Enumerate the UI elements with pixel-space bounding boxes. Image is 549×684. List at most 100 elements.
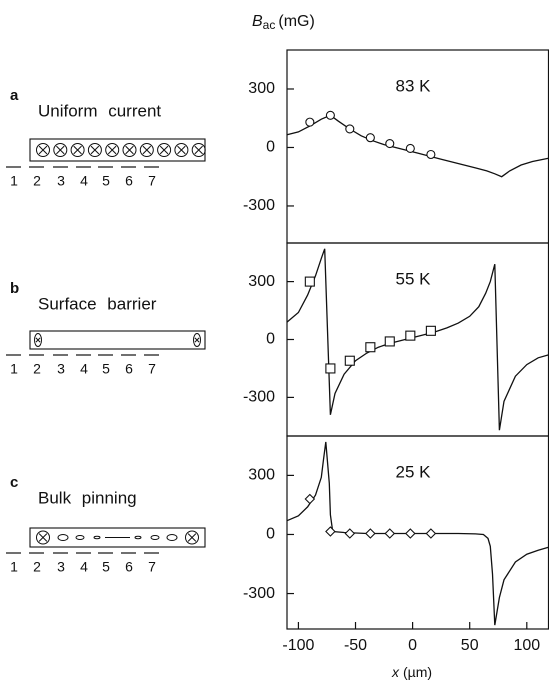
- curve: [286, 114, 549, 178]
- panel-title: Bulk pinning: [38, 488, 137, 507]
- position-number: 5: [102, 173, 110, 189]
- flux-symbol: [36, 530, 50, 545]
- position-number: 6: [125, 173, 133, 189]
- position-number: 7: [148, 361, 156, 377]
- position-number: 2: [33, 361, 41, 377]
- x-tick-label: 0: [408, 637, 417, 654]
- flux-cross: [73, 145, 82, 155]
- position-number: 6: [125, 361, 133, 377]
- marker: [325, 363, 336, 374]
- y-axis-label: Bac (mG): [252, 13, 315, 32]
- flux-symbol: [139, 143, 154, 157]
- temperature-label: 83 K: [396, 76, 432, 95]
- y-tick-label: 300: [248, 273, 275, 290]
- marker: [365, 528, 376, 539]
- y-tick-label: 300: [248, 467, 275, 484]
- flux-cross: [56, 145, 65, 155]
- x-tick-label: 50: [461, 637, 479, 654]
- flux-cross: [159, 145, 169, 155]
- y-tick-label: 0: [266, 526, 275, 543]
- marker: [426, 149, 436, 160]
- position-number: 3: [57, 173, 65, 189]
- position-number: 2: [33, 559, 41, 575]
- x-label-unit: (µm): [403, 664, 432, 680]
- flux-cross: [35, 337, 41, 343]
- panel-letter: c: [10, 474, 18, 491]
- position-number: 5: [102, 361, 110, 377]
- curve: [286, 441, 549, 626]
- sample-bar: [29, 527, 206, 548]
- flux-symbol: [34, 333, 42, 347]
- flux-cross: [142, 145, 152, 155]
- position-number: 6: [125, 559, 133, 575]
- flux-cross: [194, 337, 200, 343]
- flux-symbol: [75, 535, 85, 540]
- sample-bar: [29, 138, 206, 162]
- temperature-label: 25 K: [396, 462, 432, 481]
- flux-symbol: [87, 143, 102, 157]
- position-number: 3: [57, 361, 65, 377]
- position-number: 4: [80, 173, 88, 189]
- x-tick-label: -100: [282, 637, 314, 654]
- y-label-symbol: B: [252, 13, 263, 30]
- temperature-label: 55 K: [396, 269, 432, 288]
- y-tick-label: 300: [248, 80, 275, 97]
- flux-cross: [38, 145, 48, 155]
- marker: [345, 124, 355, 134]
- marker: [344, 528, 356, 539]
- marker: [385, 139, 395, 149]
- flux-symbol: [157, 143, 172, 157]
- flux-symbol: [174, 143, 189, 157]
- flux-cross: [107, 145, 117, 155]
- flux-symbol: [122, 143, 137, 157]
- marker: [425, 325, 436, 336]
- position-number: 1: [10, 559, 18, 575]
- marker: [384, 528, 396, 539]
- flux-symbol: [185, 530, 199, 545]
- y-tick-label: -300: [243, 585, 275, 602]
- y-tick-label: 0: [266, 331, 275, 348]
- flux-cross: [187, 533, 197, 542]
- marker: [365, 342, 376, 353]
- x-axis-label: x (µm): [391, 664, 432, 680]
- flux-symbol: [70, 143, 85, 157]
- flux-cross: [90, 145, 100, 155]
- panel-title: Uniform current: [38, 101, 161, 120]
- marker: [344, 355, 355, 366]
- flux-symbol: [150, 535, 160, 540]
- position-number: 4: [80, 361, 88, 377]
- position-number: 4: [80, 559, 88, 575]
- y-tick-label: -300: [243, 389, 275, 406]
- marker: [405, 528, 416, 539]
- flux-cross: [125, 145, 134, 155]
- flux-symbol: [53, 143, 68, 157]
- marker: [325, 110, 335, 120]
- flux-symbol: [93, 535, 101, 540]
- flux-symbol: [134, 535, 142, 540]
- marker: [325, 526, 336, 537]
- flux-cross: [194, 145, 203, 155]
- y-label-unit: (mG): [278, 13, 314, 30]
- position-number: 7: [148, 173, 156, 189]
- y-tick-label: 0: [266, 139, 275, 156]
- flux-symbol: [193, 333, 201, 347]
- sample-bar: [29, 330, 206, 350]
- flux-symbol: [57, 534, 69, 541]
- x-tick-label: -50: [344, 637, 367, 654]
- marker: [405, 330, 416, 341]
- x-label-symbol: x: [391, 664, 400, 680]
- panel-title: Surface barrier: [38, 294, 157, 313]
- flux-symbol: [105, 143, 120, 157]
- marker: [405, 143, 415, 153]
- marker: [365, 133, 375, 143]
- marker: [305, 117, 315, 127]
- marker: [304, 276, 315, 287]
- panel-letter: a: [10, 87, 19, 104]
- flux-symbol: [36, 143, 50, 157]
- position-number: 5: [102, 559, 110, 575]
- position-number: 1: [10, 173, 18, 189]
- marker: [425, 528, 437, 539]
- position-number: 1: [10, 361, 18, 377]
- position-number: 3: [57, 559, 65, 575]
